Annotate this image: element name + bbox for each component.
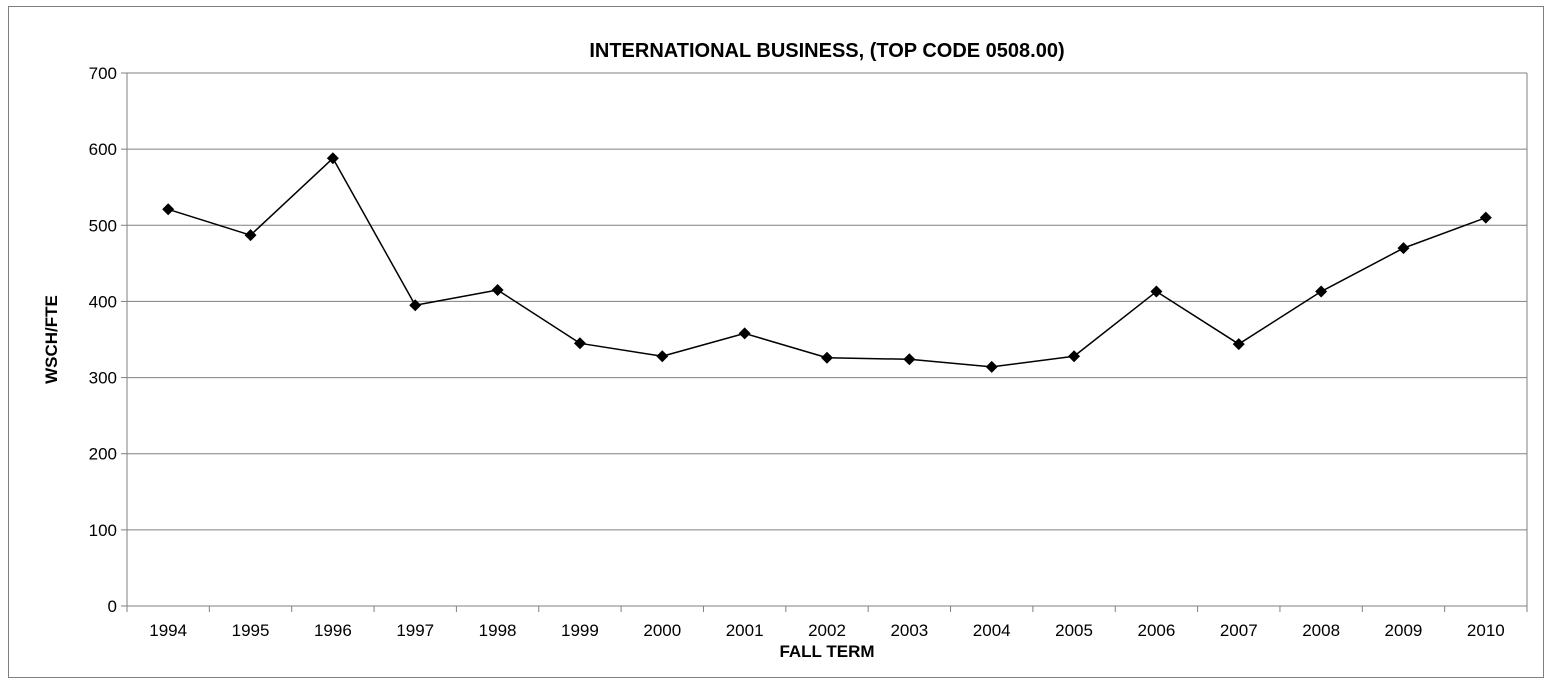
data-point-2006 — [1150, 285, 1163, 298]
data-point-2009 — [1397, 242, 1410, 255]
x-tick-label: 2002 — [808, 621, 846, 640]
x-tick-label: 2004 — [973, 621, 1011, 640]
data-point-2004 — [985, 360, 998, 373]
data-point-2001 — [738, 327, 751, 340]
x-tick-label: 2006 — [1137, 621, 1175, 640]
x-tick-label: 2007 — [1220, 621, 1258, 640]
y-tick-label: 700 — [89, 64, 117, 83]
data-point-2008 — [1315, 285, 1328, 298]
data-point-1998 — [491, 284, 504, 297]
data-point-2007 — [1232, 338, 1245, 351]
gridlines — [127, 72, 1527, 531]
y-axis-ticks: 0 100 200 300 400 500 600 700 — [89, 64, 127, 616]
data-point-2010 — [1479, 211, 1492, 224]
y-axis-title: WSCH/FTE — [42, 295, 61, 384]
data-point-1995 — [244, 229, 257, 242]
y-tick-label: 200 — [89, 445, 117, 464]
y-tick-label: 300 — [89, 369, 117, 388]
x-tick-label: 1994 — [149, 621, 187, 640]
data-point-1999 — [573, 337, 586, 350]
x-tick-label: 1998 — [479, 621, 517, 640]
y-tick-label: 400 — [89, 292, 117, 311]
x-axis-ticks: 1994 1995 1996 1997 1998 1999 2000 2001 2002 2003… — [126, 606, 1528, 640]
chart-frame: INTERNATIONAL BUSINESS, (TOP CODE 0508.0… — [8, 6, 1544, 678]
x-tick-label: 1996 — [314, 621, 352, 640]
data-point-2005 — [1068, 350, 1081, 363]
line-chart: INTERNATIONAL BUSINESS, (TOP CODE 0508.0… — [42, 40, 1528, 661]
x-tick-label: 2010 — [1467, 621, 1505, 640]
data-point-2000 — [656, 350, 669, 363]
chart-title: INTERNATIONAL BUSINESS, (TOP CODE 0508.0… — [589, 40, 1064, 62]
x-tick-label: 1999 — [561, 621, 599, 640]
y-tick-label: 100 — [89, 521, 117, 540]
x-tick-label: 2001 — [726, 621, 764, 640]
x-tick-label: 1997 — [396, 621, 434, 640]
data-point-1997 — [409, 299, 422, 312]
y-tick-label: 500 — [89, 216, 117, 235]
x-tick-label: 2005 — [1055, 621, 1093, 640]
data-point-1994 — [162, 203, 175, 216]
x-tick-label: 2000 — [643, 621, 681, 640]
series-line — [167, 157, 1487, 368]
data-point-2003 — [903, 353, 916, 366]
y-tick-label: 600 — [89, 140, 117, 159]
data-point-2002 — [821, 351, 833, 364]
y-tick-label: 0 — [108, 597, 117, 616]
axes — [126, 73, 1528, 607]
x-tick-label: 2008 — [1302, 621, 1340, 640]
x-tick-label: 2009 — [1385, 621, 1423, 640]
x-axis-title: FALL TERM — [779, 642, 874, 661]
series-group — [162, 152, 1492, 373]
x-tick-label: 1995 — [232, 621, 270, 640]
x-tick-label: 2003 — [890, 621, 928, 640]
data-point-1996 — [326, 152, 339, 165]
